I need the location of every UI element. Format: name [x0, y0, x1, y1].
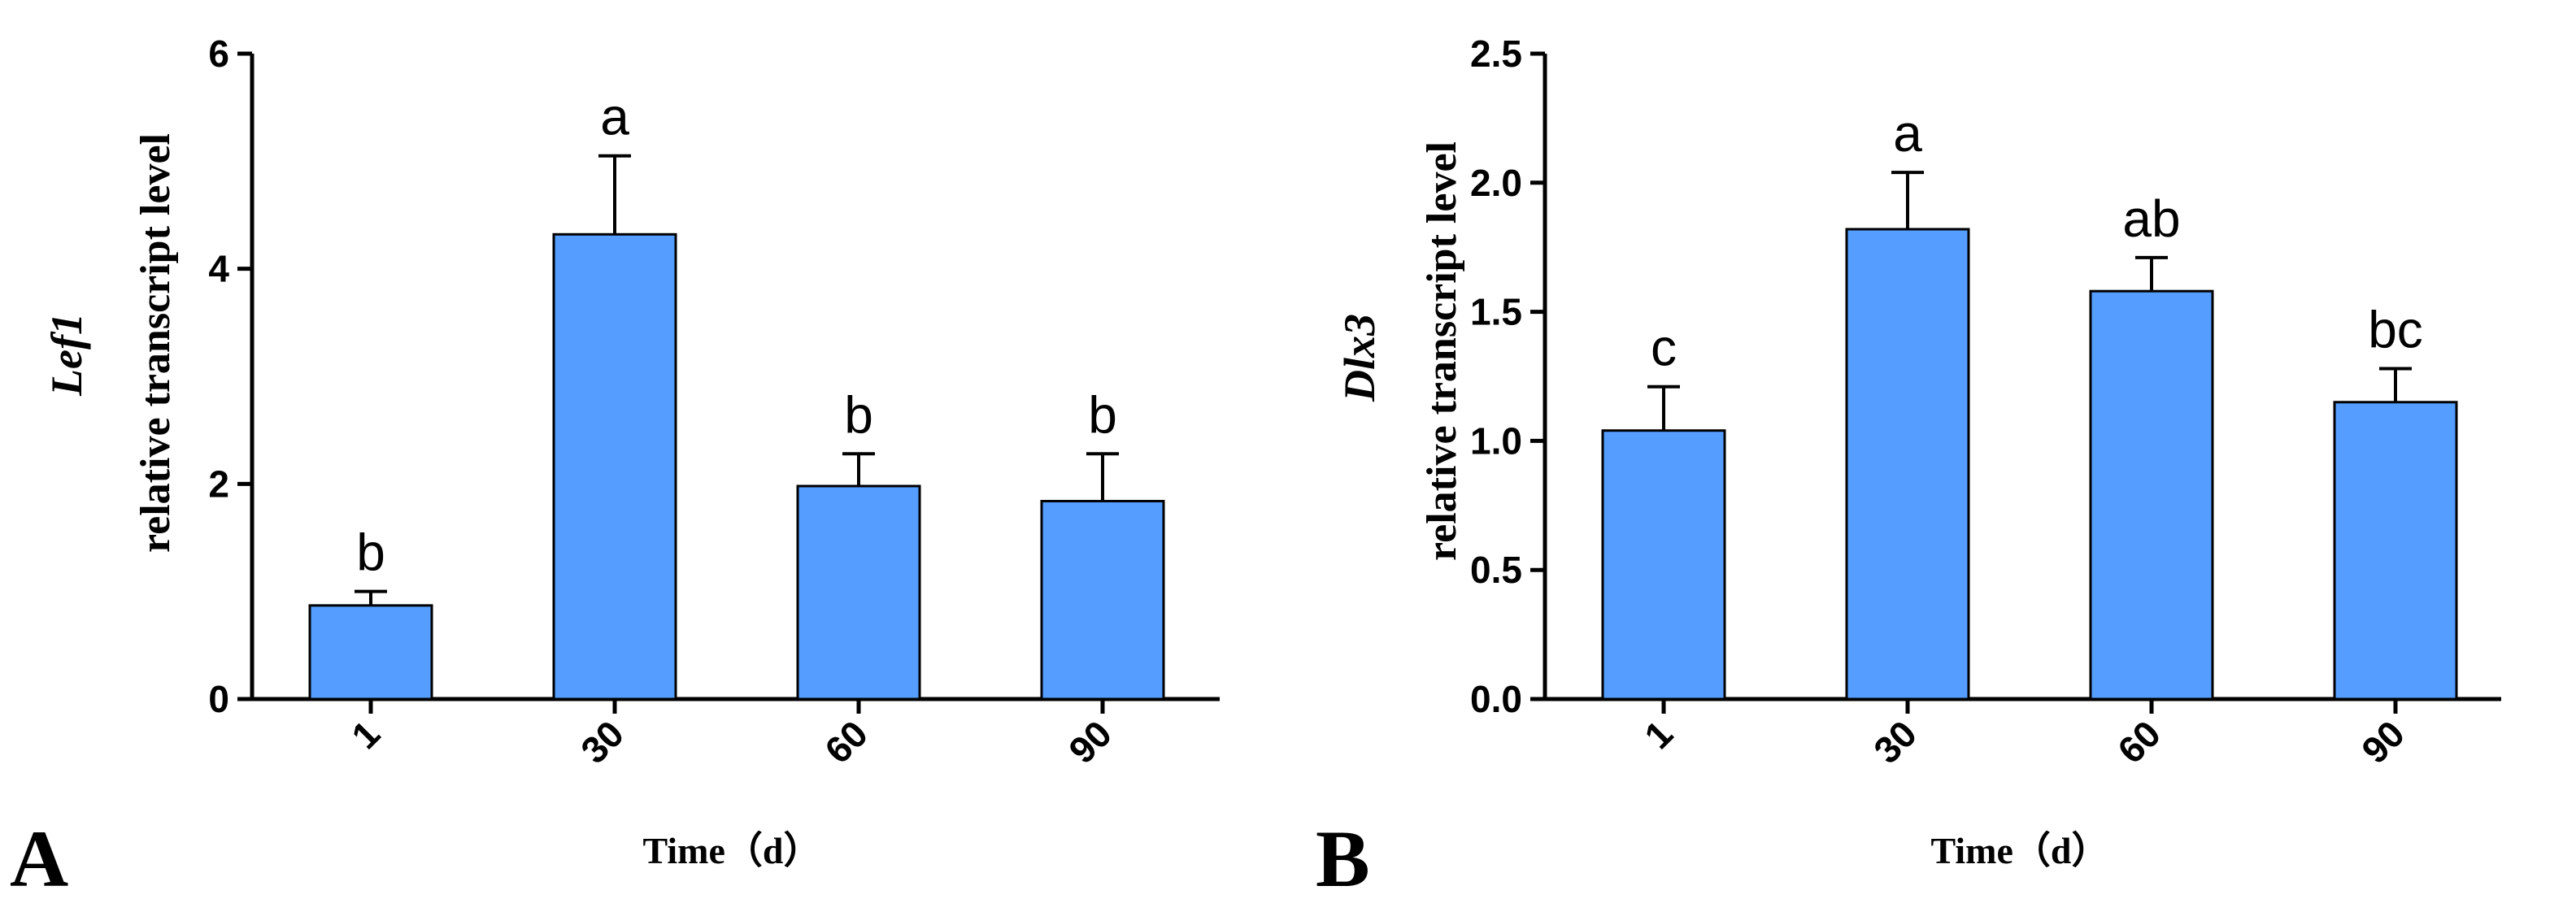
y-axis-label-b: relative transcript level	[1419, 141, 1465, 561]
bar-b-1	[1601, 429, 1726, 701]
bar-a-1	[308, 604, 433, 701]
y-tick-label-b-2: 1.0	[1470, 419, 1522, 462]
bars-a: b a b b	[308, 88, 1165, 701]
x-tick-label-a-1: 30	[572, 712, 632, 771]
y-tick-label-a-3: 6	[208, 33, 229, 75]
x-tick-label-b-3: 90	[2353, 712, 2413, 771]
significance-label-a-1: a	[600, 88, 629, 146]
x-tick-label-b-1: 30	[1865, 712, 1925, 771]
y-tick-label-b-4: 2.0	[1470, 162, 1522, 204]
bar-a-30	[552, 232, 677, 701]
bars-b: c a ab bc	[1601, 104, 2458, 701]
y-tick-label-b-0: 0.0	[1470, 678, 1522, 720]
significance-label-b-2: ab	[2122, 189, 2180, 248]
y-tick-label-b-3: 1.5	[1470, 291, 1522, 333]
significance-label-a-2: b	[844, 385, 873, 444]
significance-label-b-3: bc	[2368, 300, 2423, 358]
significance-label-b-0: c	[1651, 319, 1677, 377]
x-tick-label-b-0: 1	[1636, 712, 1681, 757]
x-tick-label-a-0: 1	[343, 712, 388, 757]
x-axis-label-a: Time（d）	[643, 830, 821, 871]
bar-b-60	[2089, 289, 2214, 701]
x-tick-label-a-3: 90	[1060, 712, 1120, 771]
chart-panel-b: Dlx3 relative transcript level 0.0 0.5 1.0…	[1316, 33, 2501, 904]
bar-a-90	[1040, 500, 1165, 701]
chart-panel-a: Lef1 relative transcript level 0 2 4 6 1 30 60…	[10, 33, 1220, 904]
x-tick-label-a-2: 60	[816, 712, 876, 771]
x-tick-label-b-2: 60	[2109, 712, 2169, 771]
bar-b-90	[2333, 401, 2458, 701]
y-tick-label-a-2: 4	[208, 248, 229, 290]
y-tick-label-b-5: 2.5	[1470, 33, 1522, 75]
panel-label-b: B	[1316, 814, 1370, 904]
significance-label-a-3: b	[1088, 385, 1117, 444]
y-axis-label-a: relative transcript level	[133, 133, 179, 553]
y-tick-label-b-1: 0.5	[1470, 549, 1522, 591]
significance-label-b-1: a	[1893, 104, 1922, 163]
bar-b-30	[1845, 228, 1970, 701]
y-tick-label-a-0: 0	[208, 678, 229, 720]
significance-label-a-0: b	[356, 523, 385, 582]
y-axis-gene-label-a: Lef1	[42, 313, 91, 397]
panel-label-a: A	[10, 814, 68, 904]
x-axis-label-b: Time（d）	[1931, 830, 2109, 871]
y-axis-gene-label-b: Dlx3	[1335, 314, 1384, 402]
y-tick-label-a-1: 2	[208, 463, 229, 505]
bar-a-60	[796, 484, 921, 701]
